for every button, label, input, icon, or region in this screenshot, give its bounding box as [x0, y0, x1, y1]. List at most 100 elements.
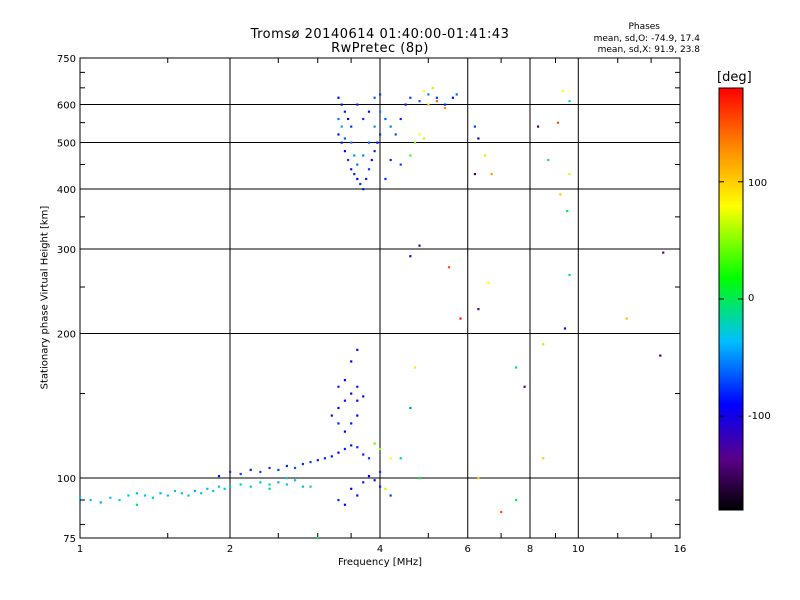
plot-frame	[79, 57, 681, 539]
data-point	[409, 406, 412, 410]
data-point	[356, 177, 359, 181]
data-point	[422, 137, 426, 140]
stats-o-mode: mean, sd,O: -74.9, 17.4	[593, 34, 700, 44]
data-point	[350, 392, 353, 395]
data-point	[362, 395, 365, 398]
data-point	[459, 317, 462, 320]
data-point	[556, 121, 560, 124]
data-point	[229, 470, 232, 474]
data-point	[379, 110, 382, 113]
x-tick-label: 16	[674, 544, 687, 555]
data-point	[343, 430, 347, 433]
data-point	[367, 110, 371, 113]
data-point	[542, 343, 545, 346]
x-tick-label: 1	[77, 544, 83, 555]
data-point	[350, 125, 353, 128]
data-point	[340, 103, 343, 106]
data-point	[285, 464, 288, 468]
data-point	[268, 483, 271, 486]
data-point	[359, 182, 362, 186]
data-point	[350, 360, 353, 363]
data-point	[337, 117, 340, 121]
data-point	[379, 447, 382, 451]
data-point	[350, 422, 353, 425]
data-point	[568, 172, 571, 176]
data-point	[409, 96, 412, 99]
data-point	[356, 163, 359, 166]
x-axis-label: Frequency [MHz]	[337, 557, 423, 568]
data-point	[217, 485, 221, 488]
y-tick-label: 300	[57, 245, 76, 256]
data-point	[118, 498, 121, 502]
data-point	[99, 501, 102, 504]
data-point	[515, 366, 518, 369]
data-point	[309, 485, 312, 488]
data-point	[239, 483, 242, 486]
data-point	[451, 96, 455, 99]
data-point	[180, 492, 183, 495]
data-point	[563, 327, 567, 330]
data-point	[418, 100, 421, 103]
chart-title: Tromsø 20140614 01:40:00-01:41:43	[250, 27, 510, 42]
data-point	[418, 133, 421, 136]
data-point	[443, 103, 447, 106]
data-point	[109, 496, 112, 499]
data-point	[268, 466, 271, 470]
data-point	[337, 133, 340, 136]
data-point	[487, 281, 490, 285]
data-point	[362, 188, 365, 191]
data-point	[394, 133, 397, 136]
data-point	[662, 251, 665, 254]
data-point	[536, 125, 540, 128]
data-point	[337, 498, 340, 502]
y-tick-label: 400	[57, 185, 76, 196]
stats-x-mode: mean, sd,X: 91.9, 23.8	[597, 45, 700, 55]
y-tick-label: 200	[57, 330, 76, 341]
colorbar-tick-100: 100	[748, 178, 768, 189]
data-point	[561, 90, 564, 93]
data-point	[427, 93, 430, 96]
data-point	[418, 477, 421, 480]
y-tick-label: 75	[63, 534, 76, 545]
data-point	[367, 168, 371, 171]
data-point	[285, 477, 288, 480]
data-point	[350, 168, 353, 171]
data-point	[343, 503, 347, 506]
data-point	[285, 483, 288, 486]
chart-subtitle: RwPretec (8p)	[331, 41, 429, 56]
data-point	[249, 468, 252, 472]
data-point	[362, 481, 365, 484]
data-point	[343, 447, 347, 451]
data-point	[447, 266, 451, 269]
data-point	[389, 125, 392, 128]
colorbar-ticks	[719, 181, 743, 417]
data-point	[353, 172, 356, 176]
data-point	[193, 489, 197, 493]
data-point	[362, 453, 365, 456]
data-point	[418, 244, 421, 247]
data-point	[379, 93, 382, 96]
data-point	[413, 141, 417, 144]
data-point	[367, 141, 371, 144]
data-point	[362, 154, 365, 157]
data-point	[367, 457, 371, 460]
data-point	[384, 487, 387, 490]
grid-lines	[80, 58, 680, 538]
data-point	[373, 479, 376, 482]
data-point	[350, 444, 353, 447]
data-point	[477, 307, 480, 311]
data-point	[166, 494, 169, 497]
data-point	[413, 366, 417, 369]
data-point	[566, 210, 569, 213]
data-point	[473, 172, 477, 176]
data-point	[356, 399, 359, 402]
data-point	[337, 422, 340, 425]
colorbar-label: [deg]	[717, 70, 752, 85]
data-point	[337, 385, 340, 388]
data-point	[659, 354, 662, 357]
data-point	[277, 468, 280, 472]
data-point	[399, 117, 402, 121]
data-point	[389, 494, 392, 497]
data-point	[568, 273, 571, 277]
data-point	[316, 459, 319, 462]
